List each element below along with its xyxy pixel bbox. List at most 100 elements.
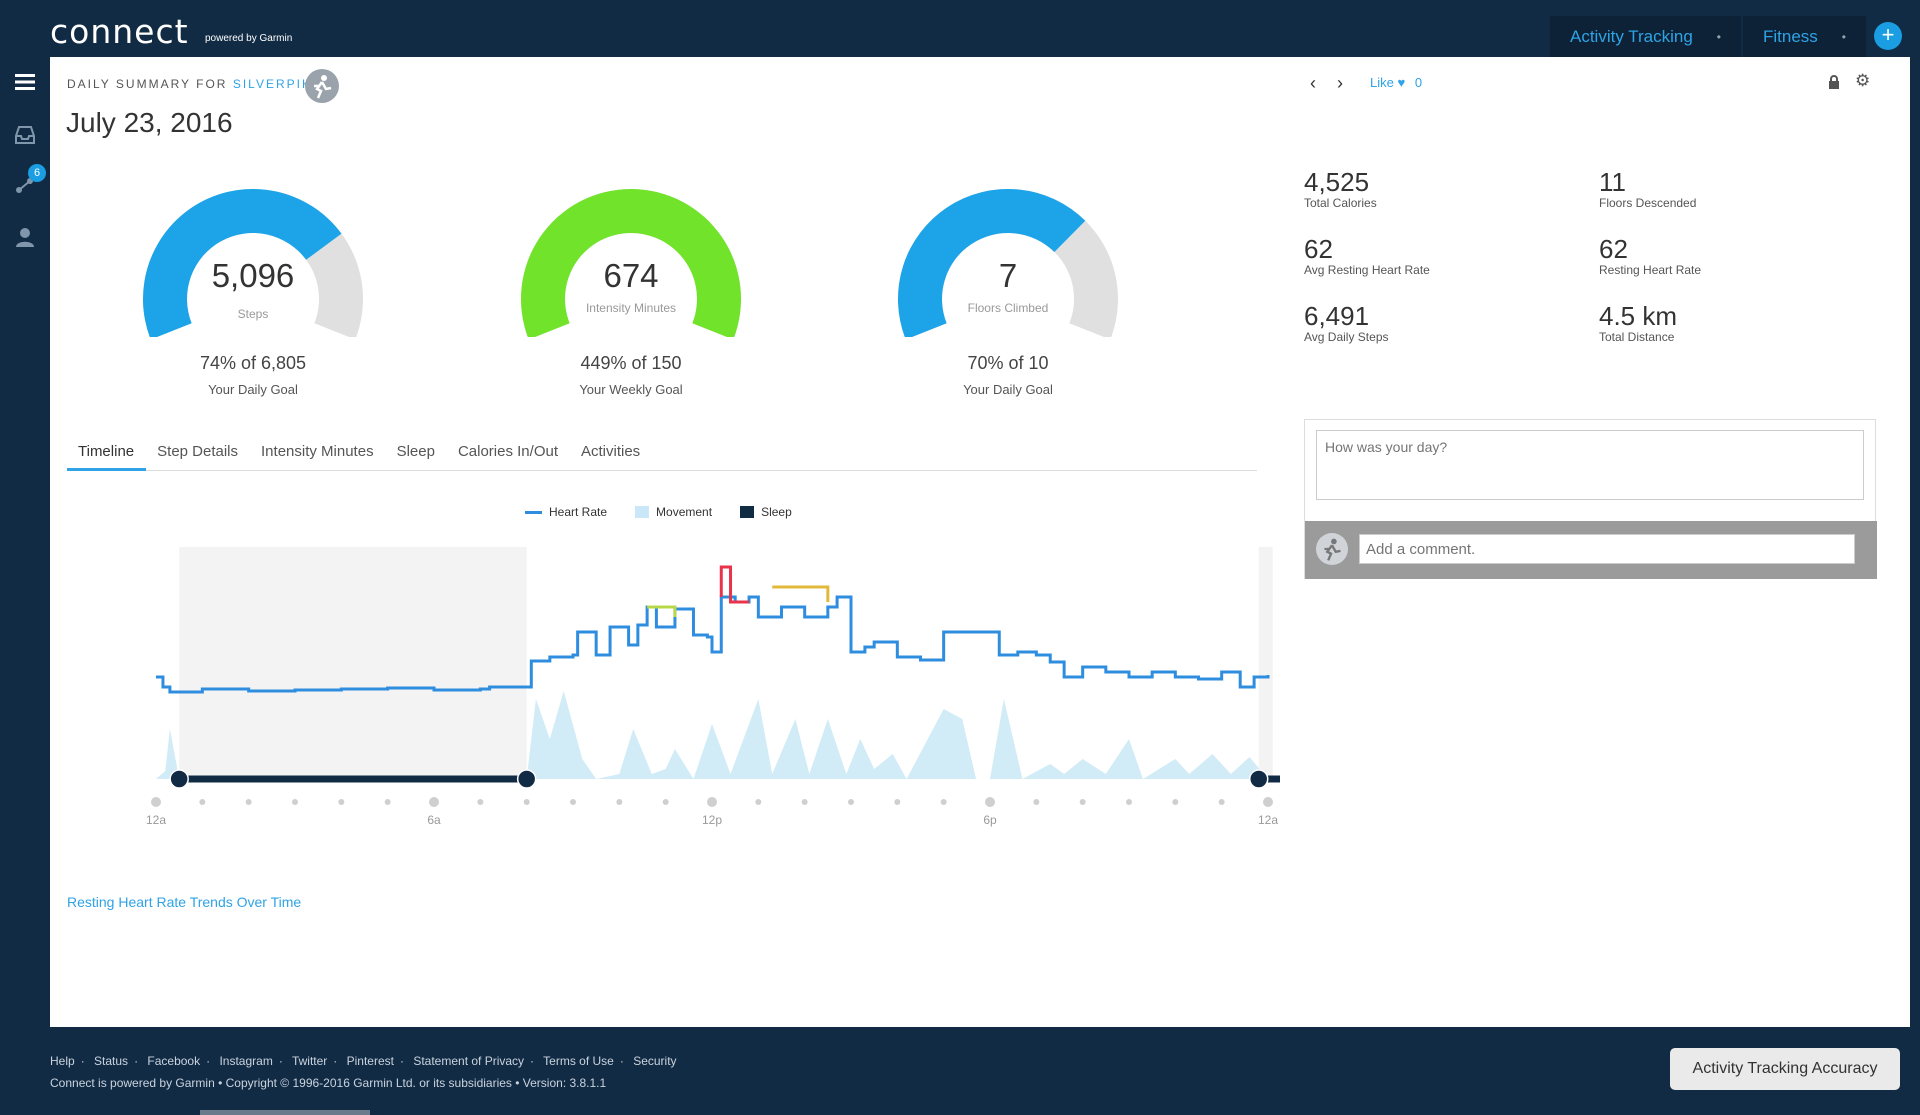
commenter-avatar [1316, 533, 1348, 565]
intensity-gauge[interactable]: 674 Intensity Minutes 449% of 150 Your W… [516, 187, 746, 407]
footer-link[interactable]: Status [94, 1054, 129, 1068]
legend-sleep[interactable]: Sleep [740, 505, 792, 519]
dropdown-dot-icon[interactable]: • [1716, 29, 1721, 44]
steps-gauge[interactable]: 5,096 Steps 74% of 6,805 Your Daily Goal [138, 187, 368, 407]
rhr-trends-link[interactable]: Resting Heart Rate Trends Over Time [67, 894, 302, 910]
stat-value: 62 [1304, 234, 1333, 264]
nav-activity-tracking-label: Activity Tracking [1569, 26, 1693, 46]
floors-goal: Your Daily Goal [963, 382, 1053, 397]
footer-link[interactable]: Statement of Privacy [413, 1054, 525, 1068]
hour-marker [1218, 799, 1225, 805]
hour-marker [1079, 799, 1086, 805]
stat-label: Avg Daily Steps [1304, 330, 1389, 344]
nav-fitness-label: Fitness [1763, 26, 1818, 46]
footer-link[interactable]: Terms of Use [543, 1054, 614, 1068]
hour-marker [1033, 799, 1040, 805]
nav-activity-tracking[interactable]: Activity Tracking • [1549, 16, 1741, 57]
top-bar: connect powered by Garmin Activity Track… [0, 0, 1920, 57]
lock-icon[interactable] [1828, 75, 1840, 92]
gear-icon[interactable]: ⚙ [1855, 71, 1871, 90]
floors-gauge-arc [898, 188, 1118, 337]
hour-marker [523, 799, 530, 805]
dropdown-dot-icon[interactable]: • [1841, 29, 1846, 44]
stat-value: 4,525 [1304, 167, 1370, 197]
hour-marker [384, 799, 391, 805]
tab-sleep[interactable]: Sleep [396, 443, 435, 460]
footer-link[interactable]: Instagram [219, 1054, 273, 1068]
inbox-icon[interactable] [13, 123, 37, 147]
hour-marker [338, 799, 345, 805]
footer-link[interactable]: Pinterest [346, 1054, 394, 1068]
hour-marker [894, 799, 901, 805]
stat-total-calories: 4,525 Total Calories [1304, 167, 1377, 210]
hour-marker [292, 799, 298, 805]
sleep-band [179, 547, 527, 779]
floors-gauge[interactable]: 7 Floors Climbed 70% of 10 Your Daily Go… [893, 187, 1123, 407]
footer-link[interactable]: Twitter [291, 1054, 328, 1068]
tab-timeline[interactable]: Timeline [67, 429, 147, 471]
footer-link[interactable]: Facebook [147, 1054, 201, 1068]
stat-label: Total Distance [1599, 330, 1675, 344]
stat-label: Floors Descended [1599, 196, 1697, 210]
steps-label: Steps [237, 307, 269, 321]
stat-value: 4.5 km [1599, 301, 1678, 331]
legend-label: Heart Rate [549, 505, 608, 519]
legend-area-swatch [635, 506, 650, 518]
user-avatar[interactable] [305, 69, 339, 103]
user-link[interactable]: SILVERPIK [232, 77, 312, 91]
tab-calories[interactable]: Calories In/Out [457, 443, 558, 460]
stat-value: 6,491 [1304, 301, 1370, 331]
tab-step-details[interactable]: Step Details [157, 443, 239, 460]
heart-rate-peak [772, 585, 830, 602]
footer-link[interactable]: Security [633, 1054, 677, 1068]
left-rail: 6 [0, 57, 50, 1027]
x-tick-label: 6p [983, 813, 997, 827]
tab-intensity-minutes[interactable]: Intensity Minutes [261, 443, 374, 460]
hour-marker [985, 797, 995, 807]
horizontal-scrollbar[interactable] [200, 1110, 370, 1115]
hour-marker [755, 799, 762, 805]
floors-percent: 70% of 10 [967, 353, 1049, 373]
profile-icon[interactable] [13, 225, 37, 249]
activity-accuracy-button[interactable]: Activity Tracking Accuracy [1670, 1048, 1900, 1090]
add-button[interactable]: + [1874, 22, 1902, 50]
x-tick-label: 12p [702, 813, 722, 827]
stat-total-distance: 4.5 km Total Distance [1599, 301, 1677, 344]
stat-avg-daily-steps: 6,491 Avg Daily Steps [1304, 301, 1389, 344]
intensity-gauge-arc [521, 188, 741, 337]
chevron-right-icon[interactable]: › [1337, 73, 1344, 93]
connect-logo[interactable]: connect [50, 12, 189, 51]
stat-label: Resting Heart Rate [1599, 263, 1702, 277]
chevron-left-icon[interactable]: ‹ [1310, 73, 1316, 93]
hour-marker [1172, 799, 1179, 805]
comment-input[interactable] [1359, 534, 1855, 564]
hour-marker [940, 799, 947, 805]
sleep-band [1258, 547, 1273, 779]
footer-link[interactable]: Help [50, 1054, 75, 1068]
footer: Help · Status · Facebook · Instagram · Twitt… [50, 1050, 677, 1094]
like-button[interactable]: Like ♥ 0 [1370, 75, 1422, 90]
footer-links: Help · Status · Facebook · Instagram · Twitt… [50, 1054, 677, 1068]
main-panel: DAILY SUMMARY FOR SILVERPIK July 23, 201… [50, 57, 1910, 1027]
hour-marker [616, 799, 623, 805]
legend-label: Movement [656, 505, 713, 519]
hour-marker [662, 799, 669, 805]
menu-icon[interactable] [13, 70, 37, 94]
timeline-chart: 12a 6a 12p 6p 12a [146, 547, 1280, 827]
runner-icon [314, 75, 332, 99]
intensity-label: Intensity Minutes [585, 301, 677, 315]
legend-heart-rate[interactable]: Heart Rate [525, 505, 607, 519]
day-note-input[interactable] [1316, 430, 1864, 500]
heart-rate-peak [719, 565, 750, 604]
tab-activities[interactable]: Activities [581, 443, 641, 460]
hour-marker [245, 799, 252, 805]
hour-marker [848, 799, 854, 805]
x-tick-label: 6a [427, 813, 441, 827]
stat-avg-resting-hr: 62 Avg Resting Heart Rate [1304, 234, 1430, 277]
x-tick-label: 12a [146, 813, 166, 827]
intensity-goal: Your Weekly Goal [579, 382, 683, 397]
legend-movement[interactable]: Movement [635, 505, 712, 519]
nav-fitness[interactable]: Fitness • [1743, 16, 1866, 57]
heart-rate-line [156, 595, 1270, 694]
like-label: Like [1370, 75, 1394, 90]
